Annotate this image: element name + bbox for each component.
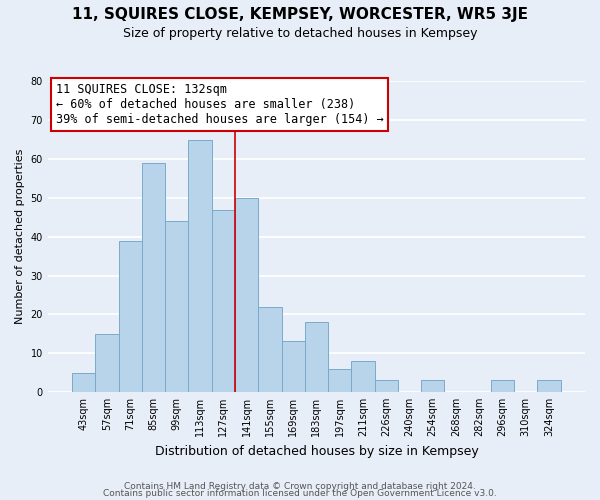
Bar bbox=[165, 221, 188, 392]
Bar bbox=[95, 334, 119, 392]
Bar bbox=[119, 240, 142, 392]
Bar bbox=[421, 380, 445, 392]
Bar bbox=[142, 163, 165, 392]
Y-axis label: Number of detached properties: Number of detached properties bbox=[15, 149, 25, 324]
Bar bbox=[305, 322, 328, 392]
Text: Contains public sector information licensed under the Open Government Licence v3: Contains public sector information licen… bbox=[103, 490, 497, 498]
Text: 11, SQUIRES CLOSE, KEMPSEY, WORCESTER, WR5 3JE: 11, SQUIRES CLOSE, KEMPSEY, WORCESTER, W… bbox=[72, 8, 528, 22]
Bar bbox=[188, 140, 212, 392]
Bar bbox=[258, 306, 281, 392]
Bar bbox=[374, 380, 398, 392]
Bar bbox=[212, 210, 235, 392]
Bar bbox=[538, 380, 560, 392]
Bar bbox=[351, 361, 374, 392]
Bar bbox=[281, 342, 305, 392]
Bar bbox=[235, 198, 258, 392]
Bar bbox=[72, 372, 95, 392]
X-axis label: Distribution of detached houses by size in Kempsey: Distribution of detached houses by size … bbox=[155, 444, 478, 458]
Text: Contains HM Land Registry data © Crown copyright and database right 2024.: Contains HM Land Registry data © Crown c… bbox=[124, 482, 476, 491]
Text: 11 SQUIRES CLOSE: 132sqm
← 60% of detached houses are smaller (238)
39% of semi-: 11 SQUIRES CLOSE: 132sqm ← 60% of detach… bbox=[56, 83, 383, 126]
Bar bbox=[328, 368, 351, 392]
Text: Size of property relative to detached houses in Kempsey: Size of property relative to detached ho… bbox=[123, 28, 477, 40]
Bar bbox=[491, 380, 514, 392]
